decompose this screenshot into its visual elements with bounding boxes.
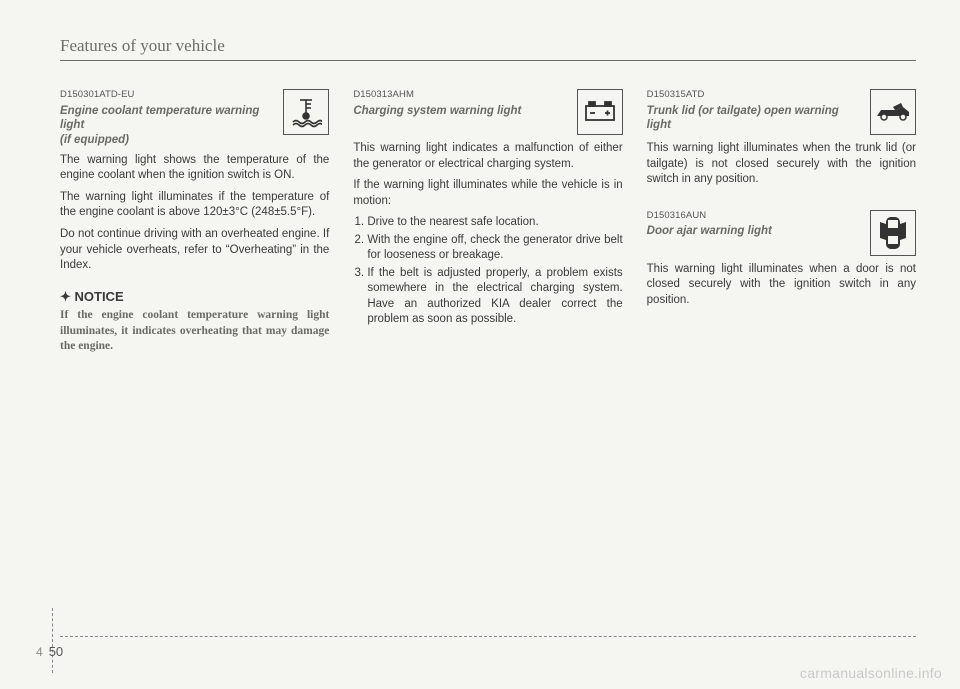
notice-text: If the engine coolant temperature warnin…: [60, 308, 329, 355]
section-head: D150315ATD Trunk lid (or tailgate) open …: [647, 89, 916, 135]
body-text: If the warning light illuminates while t…: [353, 178, 622, 209]
column-2: D150313AHM Charging system warning light: [353, 89, 622, 361]
section-head: D150316AUN Door ajar warning light: [647, 210, 916, 256]
section-code: D150316AUN: [647, 210, 864, 223]
section-head: D150301ATD-EU Engine coolant temperature…: [60, 89, 329, 147]
section-subtitle: Door ajar warning light: [647, 224, 864, 238]
body-text: This warning light illuminates when a do…: [647, 262, 916, 309]
body-text: Do not continue driving with an overheat…: [60, 227, 329, 274]
column-3: D150315ATD Trunk lid (or tailgate) open …: [647, 89, 916, 361]
list-item: With the engine off, check the generator…: [367, 233, 622, 264]
battery-icon: [577, 89, 623, 135]
section-code: D150301ATD-EU: [60, 89, 277, 102]
door-ajar-icon: [870, 210, 916, 256]
trunk-open-icon: [870, 89, 916, 135]
content-columns: D150301ATD-EU Engine coolant temperature…: [60, 89, 916, 361]
list-item: If the belt is adjusted properly, a prob…: [367, 266, 622, 328]
section-head: D150313AHM Charging system warning light: [353, 89, 622, 135]
watermark: carmanualsonline.info: [800, 665, 942, 681]
notice-heading: ✦ NOTICE: [60, 288, 329, 306]
column-1: D150301ATD-EU Engine coolant temperature…: [60, 89, 329, 361]
list-item: Drive to the nearest safe location.: [367, 215, 622, 231]
section-subtitle: Engine coolant temperature warning light…: [60, 104, 277, 147]
section-code: D150313AHM: [353, 89, 570, 102]
page-footer: 4 50: [36, 644, 63, 659]
body-text: The warning light illuminates if the tem…: [60, 190, 329, 221]
body-text: This warning light indicates a malfuncti…: [353, 141, 622, 172]
chapter-number: 4: [36, 645, 43, 659]
page-number: 50: [49, 644, 63, 659]
section-code: D150315ATD: [647, 89, 864, 102]
footer-rule: [60, 636, 916, 637]
body-text: The warning light shows the temperature …: [60, 153, 329, 184]
body-text: This warning light illuminates when the …: [647, 141, 916, 188]
coolant-temp-icon: [283, 89, 329, 135]
section-subtitle: Charging system warning light: [353, 104, 570, 118]
left-rule: [52, 608, 53, 673]
section-subtitle: Trunk lid (or tailgate) open warning lig…: [647, 104, 864, 133]
page-header: Features of your vehicle: [60, 36, 916, 61]
ordered-list: Drive to the nearest safe location. With…: [353, 215, 622, 328]
